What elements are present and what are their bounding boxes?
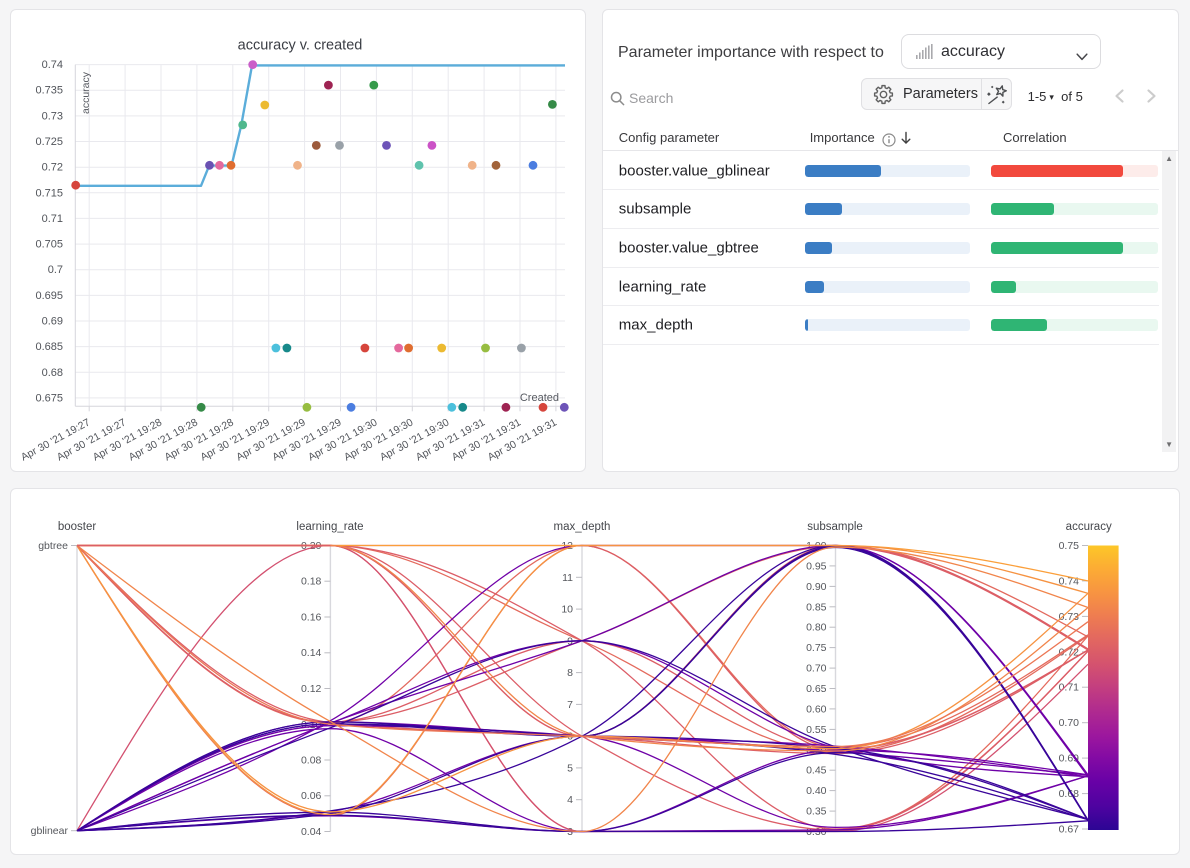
svg-text:0.73: 0.73 bbox=[42, 110, 63, 122]
svg-text:4: 4 bbox=[567, 794, 573, 806]
svg-text:0.685: 0.685 bbox=[35, 341, 63, 353]
svg-text:0.55: 0.55 bbox=[806, 724, 827, 736]
svg-text:gblinear: gblinear bbox=[31, 825, 69, 837]
svg-text:learning_rate: learning_rate bbox=[296, 521, 363, 533]
svg-text:0.71: 0.71 bbox=[1059, 682, 1080, 694]
svg-text:10: 10 bbox=[561, 604, 573, 616]
svg-text:0.675: 0.675 bbox=[35, 392, 63, 404]
svg-text:8: 8 bbox=[567, 667, 573, 679]
svg-text:0.95: 0.95 bbox=[806, 560, 827, 572]
svg-text:0.75: 0.75 bbox=[1059, 540, 1080, 552]
svg-text:0.04: 0.04 bbox=[301, 826, 322, 838]
svg-text:0.70: 0.70 bbox=[806, 663, 827, 675]
svg-text:0.12: 0.12 bbox=[301, 683, 322, 695]
svg-text:booster: booster bbox=[58, 521, 97, 533]
svg-text:0.74: 0.74 bbox=[42, 59, 63, 71]
svg-text:gbtree: gbtree bbox=[38, 540, 68, 552]
svg-text:0.735: 0.735 bbox=[35, 85, 63, 97]
svg-text:0.725: 0.725 bbox=[35, 136, 63, 148]
svg-text:0.45: 0.45 bbox=[806, 765, 827, 777]
svg-text:accuracy: accuracy bbox=[1066, 521, 1112, 533]
svg-text:accuracy: accuracy bbox=[80, 71, 92, 114]
svg-text:5: 5 bbox=[567, 762, 573, 774]
svg-text:0.65: 0.65 bbox=[806, 683, 827, 695]
svg-text:0.71: 0.71 bbox=[42, 213, 63, 225]
svg-text:0.18: 0.18 bbox=[301, 576, 322, 588]
svg-text:0.90: 0.90 bbox=[806, 581, 827, 593]
svg-text:0.75: 0.75 bbox=[806, 642, 827, 654]
svg-text:0.06: 0.06 bbox=[301, 790, 322, 802]
svg-text:max_depth: max_depth bbox=[554, 521, 611, 533]
svg-text:0.72: 0.72 bbox=[1059, 646, 1080, 658]
svg-text:0.70: 0.70 bbox=[1059, 717, 1080, 729]
svg-text:subsample: subsample bbox=[807, 521, 863, 533]
svg-text:0.7: 0.7 bbox=[48, 264, 63, 276]
svg-text:0.60: 0.60 bbox=[806, 703, 827, 715]
svg-text:0.16: 0.16 bbox=[301, 612, 322, 624]
svg-text:0.715: 0.715 bbox=[35, 187, 63, 199]
svg-text:0.14: 0.14 bbox=[301, 647, 322, 659]
svg-text:0.705: 0.705 bbox=[35, 239, 63, 251]
svg-text:0.85: 0.85 bbox=[806, 601, 827, 613]
svg-text:11: 11 bbox=[562, 572, 573, 584]
svg-text:0.68: 0.68 bbox=[42, 367, 63, 379]
svg-text:0.695: 0.695 bbox=[35, 290, 63, 302]
svg-text:0.72: 0.72 bbox=[42, 162, 63, 174]
svg-text:0.67: 0.67 bbox=[1059, 824, 1080, 836]
svg-text:accuracy v. created: accuracy v. created bbox=[238, 38, 363, 54]
svg-text:0.69: 0.69 bbox=[42, 316, 63, 328]
svg-text:0.80: 0.80 bbox=[806, 622, 827, 634]
svg-text:0.40: 0.40 bbox=[806, 785, 827, 797]
svg-text:0.08: 0.08 bbox=[301, 755, 322, 767]
svg-text:7: 7 bbox=[567, 699, 573, 711]
svg-text:0.35: 0.35 bbox=[806, 806, 827, 818]
svg-text:Created: Created bbox=[520, 392, 559, 404]
